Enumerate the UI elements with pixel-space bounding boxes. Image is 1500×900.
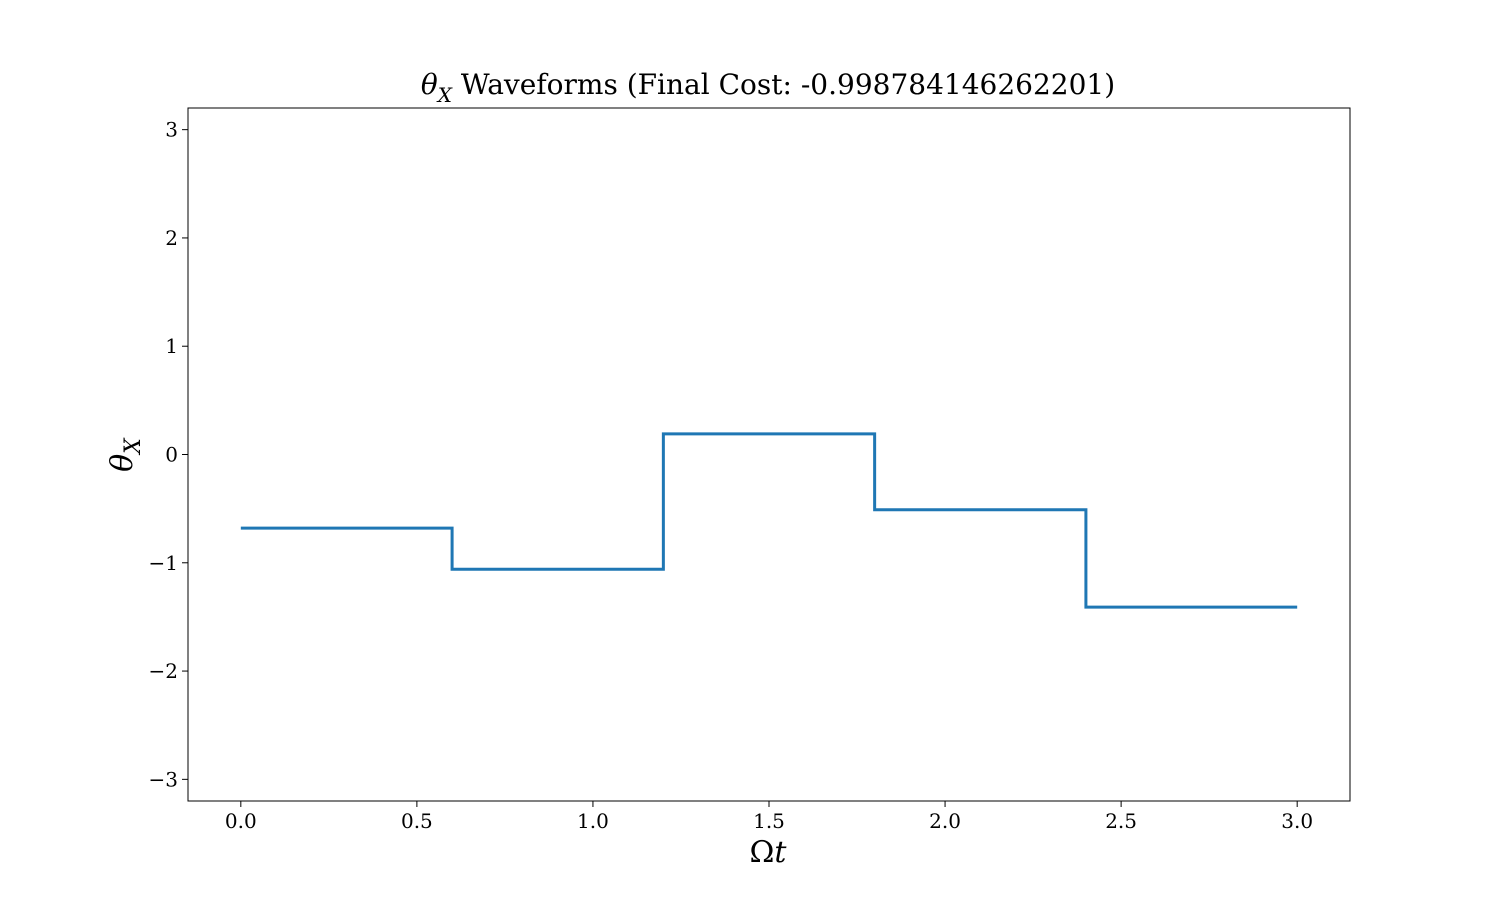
title-text: Waveforms (Final Cost: -0.99878414626220… <box>452 68 1115 101</box>
x-tick-label: 1.5 <box>753 809 785 833</box>
x-tick-label: 0.0 <box>225 809 257 833</box>
y-axis-label: θX <box>105 437 146 472</box>
title-symbol: θ <box>421 68 438 101</box>
xlabel-variable: t <box>774 835 787 870</box>
x-tick-label: 2.5 <box>1105 809 1137 833</box>
x-tick-label: 0.5 <box>401 809 433 833</box>
y-tick-label: −3 <box>149 767 178 791</box>
y-tick-label: 2 <box>165 226 178 250</box>
y-tick-label: 1 <box>165 334 178 358</box>
ylabel-subscript: X <box>121 437 146 456</box>
chart-title: θX Waveforms (Final Cost: -0.99878414626… <box>421 68 1115 107</box>
ylabel-symbol: θ <box>105 454 140 472</box>
xlabel-symbol: Ω <box>750 835 775 870</box>
y-tick-label: −2 <box>149 659 178 683</box>
y-axis-ticks: −3 −2 −1 0 1 2 3 <box>149 118 188 791</box>
x-axis-ticks: 0.0 0.5 1.0 1.5 2.0 2.5 3.0 <box>225 801 1313 833</box>
x-tick-label: 2.0 <box>929 809 961 833</box>
y-tick-label: 0 <box>165 443 178 467</box>
x-axis-label: Ωt <box>750 835 788 870</box>
plot-frame <box>187 107 1351 802</box>
x-tick-label: 1.0 <box>577 809 609 833</box>
series-group <box>240 432 1298 609</box>
series-line <box>240 432 1298 609</box>
x-tick-label: 3.0 <box>1281 809 1313 833</box>
y-tick-label: −1 <box>149 551 178 575</box>
y-tick-label: 3 <box>165 118 178 142</box>
title-subscript: X <box>436 83 453 107</box>
